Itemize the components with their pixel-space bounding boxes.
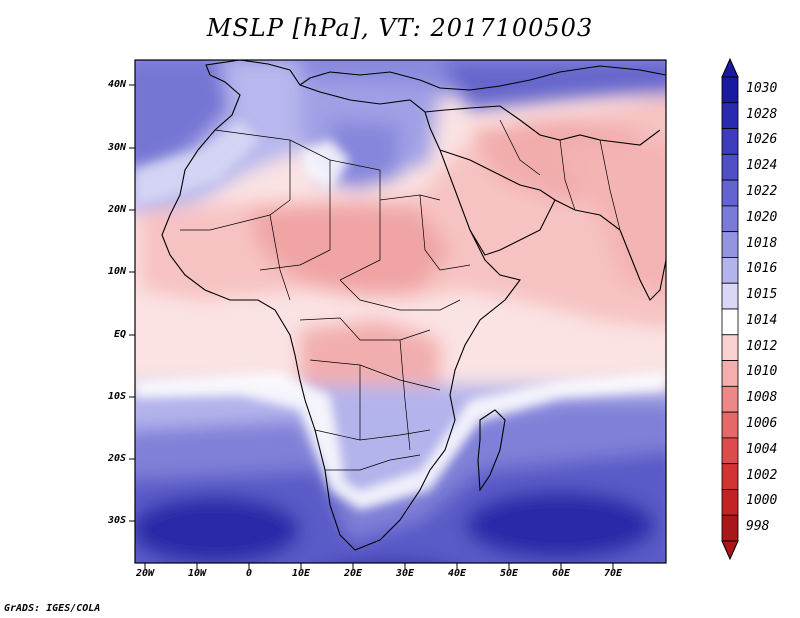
lat-label-20n: 20N xyxy=(107,204,126,215)
lon-label-30e: 30E xyxy=(395,568,415,579)
colorbar-swatch xyxy=(721,385,739,413)
lon-label-60e: 60E xyxy=(551,568,571,579)
lat-label-30n: 30N xyxy=(107,142,126,153)
colorbar-label: 1016 xyxy=(746,261,778,277)
lon-label-10w: 10W xyxy=(187,568,207,579)
colorbar-swatch xyxy=(721,179,739,207)
lon-label-20e: 20E xyxy=(343,568,363,579)
colorbar-swatch xyxy=(721,205,739,233)
colorbar-swatch xyxy=(721,231,739,258)
colorbar-swatch xyxy=(721,102,739,129)
colorbar-label: 1028 xyxy=(746,106,778,122)
colorbar-swatch xyxy=(721,411,739,439)
colorbar xyxy=(721,57,739,561)
lat-label-30s: 30S xyxy=(107,515,126,526)
colorbar-label: 1010 xyxy=(746,364,778,380)
lon-label-0: 0 xyxy=(245,568,253,579)
colorbar-label: 1024 xyxy=(746,158,778,174)
footer-credit: GrADS: IGES/COLA xyxy=(4,603,101,614)
lat-label-20s: 20S xyxy=(107,453,126,464)
axis-ticks xyxy=(129,84,614,569)
colorbar-label: 1008 xyxy=(746,390,778,406)
colorbar-label: 1018 xyxy=(746,235,778,251)
country-borders xyxy=(180,119,621,471)
colorbar-bottom-arrow xyxy=(721,540,739,561)
colorbar-swatch xyxy=(721,334,739,361)
colorbar-swatch xyxy=(721,153,739,181)
colorbar-label: 1000 xyxy=(746,493,778,509)
lon-label-20w: 20W xyxy=(135,568,155,579)
lon-label-70e: 70E xyxy=(603,568,623,579)
colorbar-swatch xyxy=(721,308,739,336)
colorbar-top-arrow xyxy=(721,57,739,78)
lat-label-10n: 10N xyxy=(107,266,126,277)
lon-label-50e: 50E xyxy=(499,568,519,579)
colorbar-swatch xyxy=(721,282,739,310)
lat-label-40n: 40N xyxy=(107,79,126,90)
colorbar-label: 1015 xyxy=(746,287,778,303)
colorbar-label: 1014 xyxy=(746,312,778,328)
colorbar-label: 1002 xyxy=(746,467,778,483)
colorbar-swatch xyxy=(721,76,739,104)
pressure-field xyxy=(135,60,666,563)
colorbar-label: 1030 xyxy=(746,80,778,96)
lon-label-40e: 40E xyxy=(447,568,467,579)
colorbar-swatch xyxy=(721,514,739,542)
colorbar-swatch xyxy=(721,128,739,155)
colorbar-swatch xyxy=(721,437,739,465)
coastlines xyxy=(161,60,666,551)
colorbar-swatch xyxy=(721,257,739,284)
colorbar-label: 1006 xyxy=(746,416,778,431)
colorbar-label: 1022 xyxy=(746,184,778,199)
colorbar-swatch xyxy=(721,360,739,387)
colorbar-swatch xyxy=(721,463,739,490)
colorbar-swatch xyxy=(721,489,739,516)
lon-label-10e: 10E xyxy=(291,568,311,579)
lat-label-eq: EQ xyxy=(113,329,126,340)
colorbar-label: 998 xyxy=(746,519,770,535)
colorbar-label: 1020 xyxy=(746,209,778,225)
colorbar-label: 1012 xyxy=(746,338,778,354)
colorbar-label: 1004 xyxy=(746,441,778,457)
lat-label-10s: 10S xyxy=(107,391,126,402)
map-title: MSLP [hPa], VT: 2017100503 xyxy=(206,14,594,42)
colorbar-label: 1026 xyxy=(746,132,778,148)
